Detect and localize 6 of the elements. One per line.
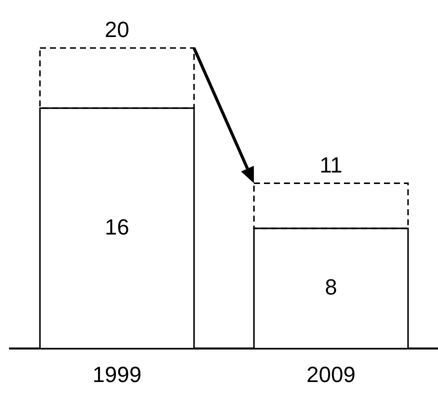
data-label: 8 [324, 274, 338, 300]
x-tick-label: 2009 [306, 362, 356, 387]
data-label: 16 [104, 214, 130, 240]
x-tick-label: 1999 [92, 362, 142, 387]
total-label: 20 [104, 17, 130, 42]
total-label: 11 [320, 152, 342, 178]
